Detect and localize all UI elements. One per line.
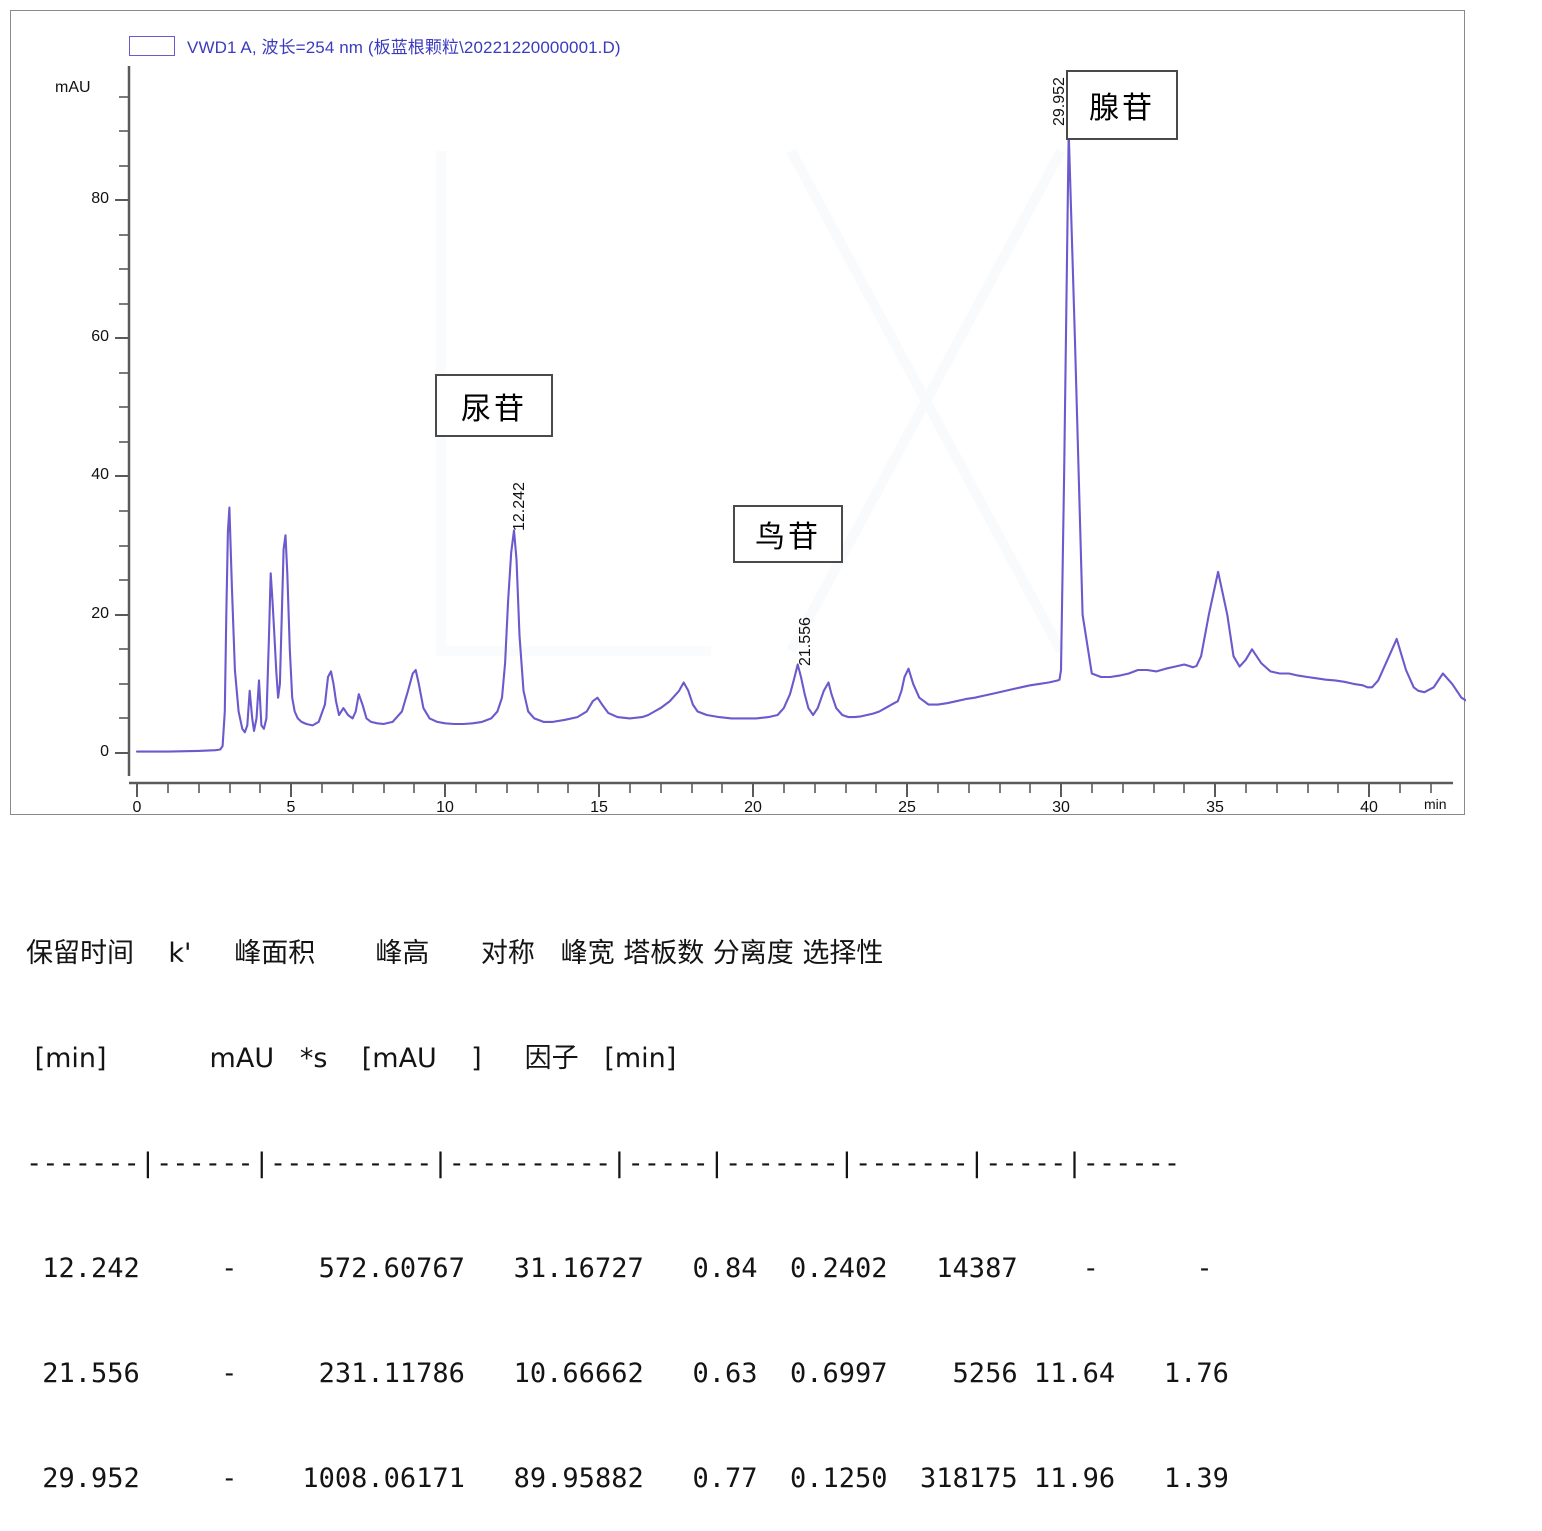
table-header-row-2: [min] mAU *s [mAU ] 因子 [min]: [26, 1043, 677, 1074]
chromatogram-plot: [115, 66, 1466, 797]
y-tick-40: 40: [91, 466, 109, 483]
x-axis-unit-label: min: [1424, 796, 1447, 812]
y-tick-20: 20: [91, 605, 109, 622]
x-tick-25: 25: [898, 799, 916, 816]
y-axis-unit-label: mAU: [55, 79, 91, 96]
x-axis-ticks: [136, 783, 1370, 797]
x-tick-5: 5: [286, 799, 296, 816]
x-tick-35: 35: [1206, 799, 1224, 816]
legend-color-swatch: [129, 35, 175, 56]
y-axis-ticks: [115, 199, 129, 754]
table-row: 29.952 - 1008.06171 89.95882 0.77 0.1250…: [26, 1463, 1229, 1494]
guanosine-callout: 鸟苷: [733, 505, 843, 563]
y-tick-80: 80: [91, 190, 109, 207]
adenosine-callout: 腺苷: [1066, 70, 1178, 140]
uridine-callout: 尿苷: [435, 374, 553, 437]
table-divider: -------|------|----------|----------|---…: [26, 1148, 1181, 1179]
peak-rt-label-guanosine: 21.556: [797, 617, 814, 666]
watermark: [436, 148, 1066, 656]
chromatogram-trace: [135, 130, 1466, 753]
guanosine-callout-text: 鸟苷: [755, 520, 821, 555]
y-axis-minor-ticks: [119, 96, 129, 719]
chromatogram-panel: VWD1 A, 波长=254 nm (板蓝根颗粒\20221220000001.…: [10, 10, 1466, 816]
x-tick-40: 40: [1360, 799, 1378, 816]
y-tick-0: 0: [100, 743, 109, 760]
table-row: 12.242 - 572.60767 31.16727 0.84 0.2402 …: [26, 1253, 1213, 1284]
x-tick-30: 30: [1052, 799, 1070, 816]
x-axis-minor-ticks: [167, 783, 1432, 793]
peak-rt-label-uridine: 12.242: [511, 482, 528, 531]
adenosine-callout-text: 腺苷: [1089, 91, 1155, 126]
x-tick-20: 20: [744, 799, 762, 816]
legend-label: VWD1 A, 波长=254 nm (板蓝根颗粒\20221220000001.…: [187, 38, 621, 57]
x-tick-0: 0: [132, 799, 142, 816]
table-row: 21.556 - 231.11786 10.66662 0.63 0.6997 …: [26, 1358, 1229, 1389]
x-tick-10: 10: [436, 799, 454, 816]
table-header-row-1: 保留时间 k' 峰面积 峰高 对称 峰宽 塔板数 分离度 选择性: [26, 938, 884, 969]
x-tick-15: 15: [590, 799, 608, 816]
y-tick-60: 60: [91, 328, 109, 345]
legend: VWD1 A, 波长=254 nm (板蓝根颗粒\20221220000001.…: [129, 33, 621, 58]
uridine-callout-text: 尿苷: [461, 391, 527, 427]
peak-results-table: 保留时间 k' 峰面积 峰高 对称 峰宽 塔板数 分离度 选择性 [min] m…: [26, 866, 1426, 1531]
